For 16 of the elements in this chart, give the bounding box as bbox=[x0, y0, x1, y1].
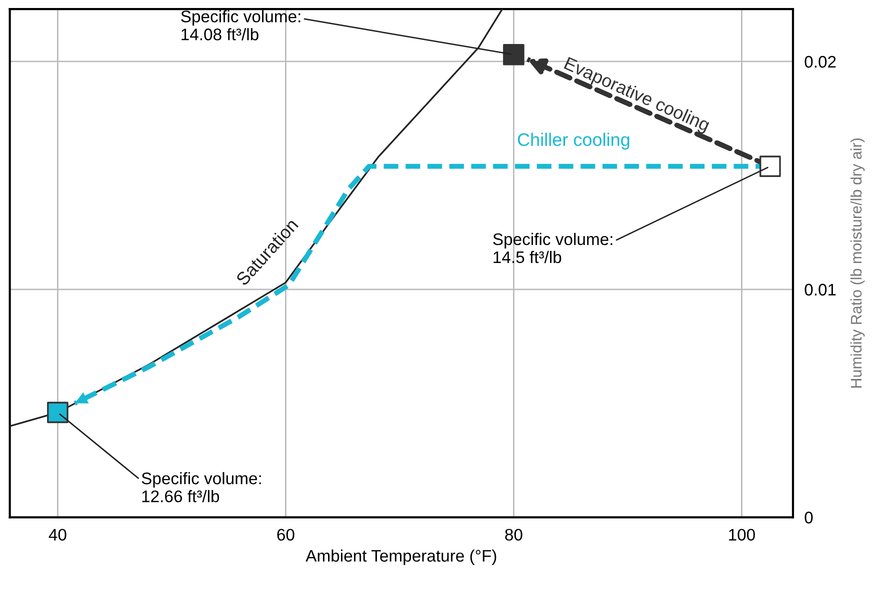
annotation: Specific volume: 14.08 ft³/lb bbox=[181, 10, 300, 40]
y-tick-label: 0 bbox=[804, 512, 813, 524]
y-tick-label: 0.01 bbox=[804, 284, 836, 296]
annotation: Specific volume: 14.5 ft³/lb bbox=[493, 232, 612, 264]
point bbox=[760, 156, 781, 177]
y-tick-label: 0.02 bbox=[804, 56, 836, 68]
x-axis-title: Ambient Temperature (°F) bbox=[306, 549, 496, 566]
x-tick-label: 40 bbox=[48, 528, 66, 541]
annotation: Specific volume: 12.66 ft³/lb bbox=[142, 472, 261, 502]
x-tick-label: 100 bbox=[729, 528, 755, 541]
y-axis-title: Humidity Ratio (lb moisture/lb dry air) bbox=[850, 138, 865, 388]
point bbox=[503, 44, 524, 66]
x-tick-label: 80 bbox=[505, 528, 522, 541]
x-tick-label: 60 bbox=[277, 528, 294, 541]
point bbox=[47, 402, 68, 424]
series-label: Chiller cooling bbox=[518, 132, 630, 150]
